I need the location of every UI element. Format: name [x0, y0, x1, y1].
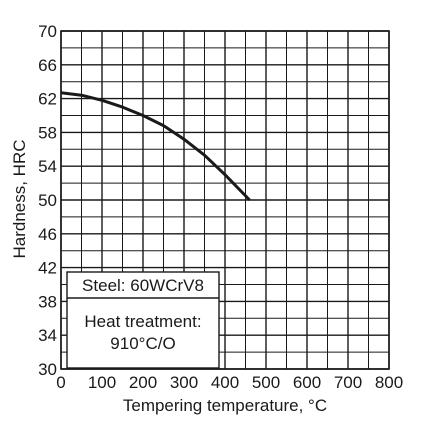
y-tick-label: 34 [38, 326, 57, 345]
x-tick-label: 0 [56, 373, 65, 392]
y-tick-label: 46 [38, 225, 57, 244]
y-tick-label: 30 [38, 360, 57, 379]
y-tick-label: 50 [38, 191, 57, 210]
x-tick-label: 100 [88, 373, 116, 392]
plot-frame [60, 30, 390, 370]
annotation-heat-treatment-value: 910°C/O [110, 334, 175, 353]
y-tick-label: 38 [38, 292, 57, 311]
annotation-box: Steel: 60WCrV8 Heat treatment: 910°C/O [66, 271, 220, 369]
y-tick-label: 54 [38, 157, 57, 176]
annotation-outer-frame [66, 271, 220, 369]
x-tick-label: 800 [375, 373, 403, 392]
x-tick-label: 700 [334, 373, 362, 392]
x-tick-label: 300 [170, 373, 198, 392]
y-tick-label: 66 [38, 56, 57, 75]
series-layer [60, 91, 251, 202]
x-tick-label: 600 [293, 373, 321, 392]
x-tick-labels: 0 100 200 300 400 500 600 700 800 [56, 373, 403, 392]
y-tick-label: 42 [38, 259, 57, 278]
annotation-heat-treatment-label: Heat treatment: [84, 312, 201, 331]
y-tick-label: 62 [38, 90, 57, 109]
hardness-curve [60, 91, 251, 202]
x-tick-label: 400 [211, 373, 239, 392]
x-axis-title: Tempering temperature, °C [123, 396, 327, 415]
y-tick-label: 58 [38, 123, 57, 142]
x-tick-label: 200 [129, 373, 157, 392]
annotation-steel: Steel: 60WCrV8 [82, 276, 204, 295]
y-tick-labels: 30 34 38 42 46 50 54 58 62 66 70 [38, 22, 57, 379]
y-tick-label: 70 [38, 22, 57, 41]
x-tick-label: 500 [252, 373, 280, 392]
y-axis-title: Hardness, HRC [10, 139, 29, 258]
